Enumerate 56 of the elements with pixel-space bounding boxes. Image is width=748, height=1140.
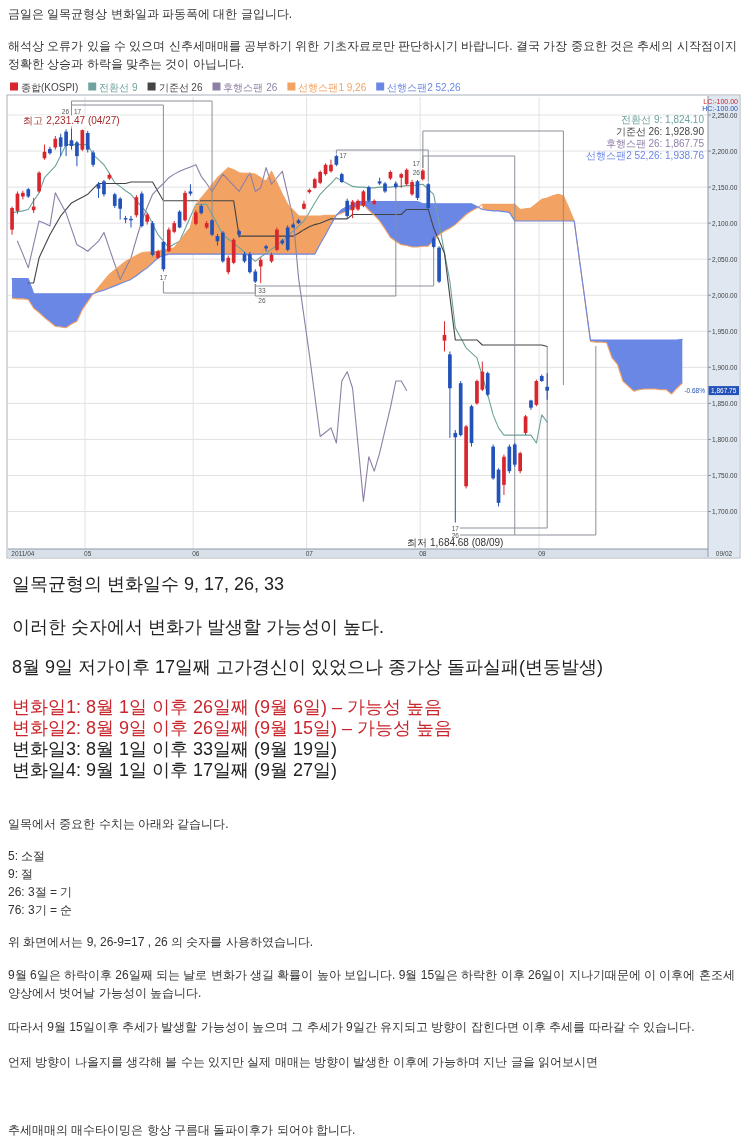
candlestick	[231, 237, 236, 265]
text: 따라서 9월 15일이후 추세가 발생할 가능성이 높으며 그 추세가 9일간 유지되고 방향이 잡힌다면 이후 추세를 따라갈 수 있습니다.	[8, 1019, 695, 1036]
annotation: 후행스팬 26: 1,867.75	[605, 137, 705, 149]
text: 변화일1: 8월 1일 이후 26일째 (9월 6일) – 가능성 높음	[12, 697, 443, 718]
text: 이러한 숫자에서 변화가 발생할 가능성이 높다.	[12, 617, 385, 638]
text: 일목에서 중요한 수치는 아래와 같습니다.	[8, 816, 229, 833]
candlestick	[426, 182, 431, 210]
candlestick	[545, 372, 550, 401]
text: 5: 소절	[8, 848, 46, 865]
candlestick	[80, 128, 85, 152]
legend-label: 전환선 9	[99, 81, 139, 93]
text: 변화일3: 8월 1일 이후 33일째 (9월 19일)	[12, 739, 338, 760]
text: 언제 방향이 나올지를 생각해 볼 수는 있지만 실제 매매는 방향이 발생한 이후에 가능하며 지난 글을 읽어보시면	[8, 1054, 599, 1071]
candlestick	[518, 451, 522, 474]
text: 8월 9일 저가이후 17일째 고가경신이 있었으나 종가상 돌파실패(변동발생)	[12, 657, 604, 678]
candlestick	[75, 140, 79, 167]
candlestick	[226, 255, 231, 275]
legend-label: 종합(KOSPI)	[21, 81, 79, 93]
annotation: 선행스팬2 52,26: 1,938.76	[586, 149, 705, 161]
text: 9월 6일은 하락이후 26일째 되는 날로 변화가 생길 확률이 높아 보입니다. 9월 15일은 하락한 이후 26일이 지나기때문에 이 이후에 혼조세 양상에서 벗어날 가능성이 높습니다.	[8, 967, 736, 1002]
text: 76: 3기 = 순	[8, 902, 73, 919]
candlestick	[21, 190, 25, 200]
candlestick	[37, 170, 41, 194]
legend-label: 후행스팬 26	[223, 81, 278, 93]
annotation: 최고 2,231.47 (04/27)	[23, 115, 120, 127]
text: 변화일4: 9월 1일 이후 17일째 (9월 27일)	[12, 760, 338, 781]
candlestick	[485, 371, 490, 397]
candlestick	[258, 257, 263, 284]
candlestick	[329, 159, 333, 174]
text: 일목균형의 변화일수 9, 17, 26, 33	[12, 574, 285, 595]
chart-title: 금일은 일목균형상 변화일과 파동폭에 대한 글입니다.	[8, 6, 293, 23]
legend-label: 선행스팬1 9,26	[298, 81, 367, 93]
annotation: 전환선 9: 1,824.10	[621, 113, 705, 125]
line-series	[16, 164, 408, 502]
candlestick	[48, 146, 52, 156]
line-series	[27, 181, 548, 347]
text: 26: 3절 = 기	[8, 884, 73, 901]
candlestick	[345, 198, 350, 220]
text: 9: 절	[8, 866, 34, 883]
candlestick	[275, 226, 279, 252]
candlestick	[264, 244, 268, 252]
candlestick	[237, 229, 241, 239]
legend-label: 기준선 26	[158, 81, 203, 93]
candlestick	[85, 130, 90, 154]
legend-label: 선행스팬2 52,26	[387, 81, 462, 93]
candlestick	[453, 429, 458, 524]
text: 추세매매의 매수타이밍은 항상 구름대 돌파이후가 되어야 합니다.	[8, 1122, 356, 1139]
text: 위 화면에서는 9, 26-9=17 , 26 의 숫자를 사용하였습니다.	[8, 934, 314, 951]
candlestick	[285, 224, 290, 252]
line-series	[11, 167, 683, 395]
annotation: 최저 1,684.68 (08/09)	[407, 537, 504, 549]
chart-subtitle: 해석상 오류가 있을 수 있으며 신추세매매를 공부하기 위한 기초자료로만 판단하시기 바랍니다. 결국 가장 중요한 것은 추세의 시작점이지 정확한 상승과 하락을 맞추는 것이 아닙니다.	[8, 38, 738, 73]
annotation: 기준선 26: 1,928.90	[615, 125, 705, 137]
candlestick	[10, 206, 14, 236]
candlestick	[512, 442, 517, 468]
text: 변화일2: 8월 9일 이후 26일째 (9월 15일) – 가능성 높음	[12, 718, 453, 739]
